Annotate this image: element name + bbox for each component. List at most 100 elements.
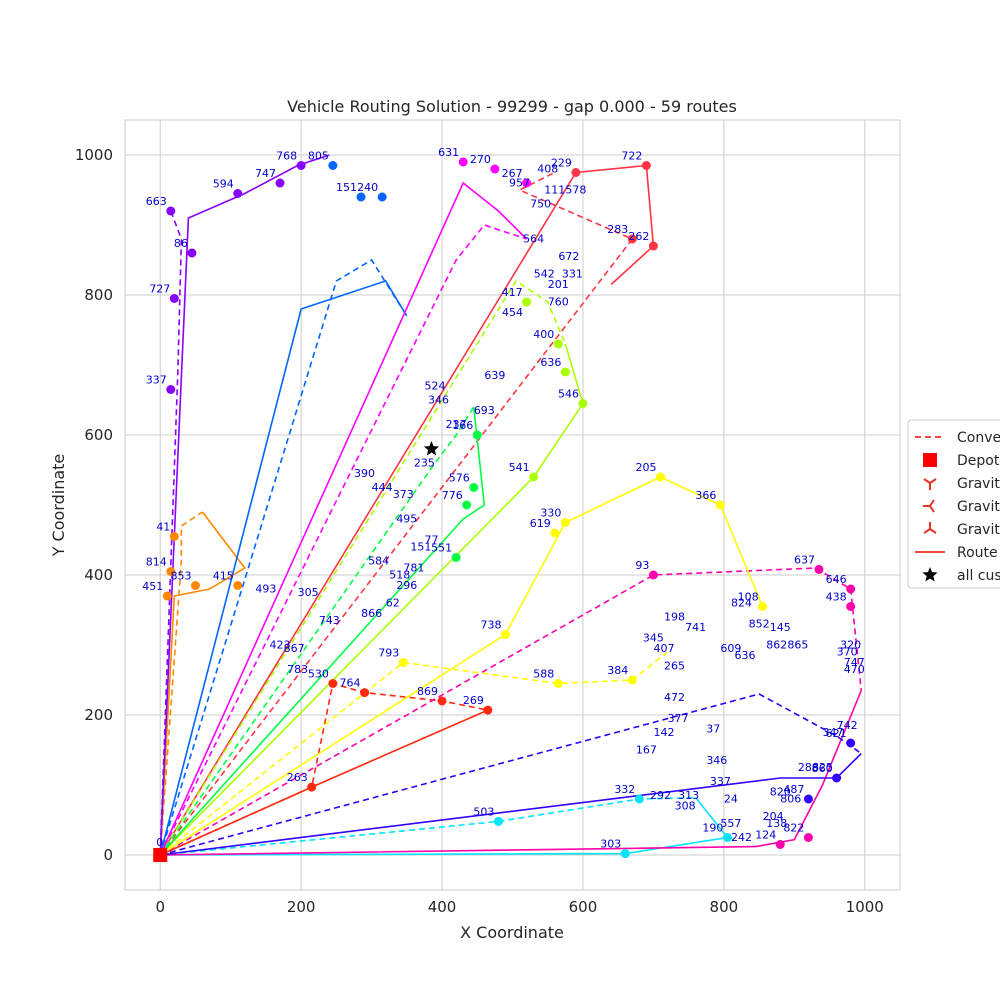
node-label: 305	[298, 586, 319, 599]
node-label: 576	[449, 472, 470, 485]
legend-label: Route	[957, 545, 998, 561]
chart-title: Vehicle Routing Solution - 99299 - gap 0…	[287, 97, 737, 116]
x-tick-label: 600	[569, 898, 598, 916]
customer-point	[758, 602, 768, 611]
node-label: 470	[844, 663, 865, 676]
customer-point	[550, 528, 560, 538]
node-label: 242	[731, 831, 752, 844]
node-label: 564	[523, 233, 544, 246]
node-label: 384	[607, 664, 628, 677]
node-label: 366	[695, 489, 716, 502]
node-label: 742	[837, 719, 858, 732]
node-label: 330	[540, 507, 561, 520]
customer-point	[169, 294, 179, 303]
legend-square-swatch	[923, 453, 937, 467]
customer-point	[169, 532, 179, 541]
legend-tri-swatch	[923, 522, 937, 534]
customer-point	[560, 367, 570, 377]
customer-point	[627, 675, 637, 685]
node-label: 62	[386, 597, 400, 610]
customer-point	[451, 553, 461, 562]
depot-marker	[153, 848, 168, 862]
customer-point	[522, 178, 532, 188]
node-label: 37	[706, 723, 720, 736]
node-label: 663	[146, 195, 167, 208]
y-tick-label: 400	[84, 566, 113, 584]
route-dashed-line	[159, 651, 668, 856]
node-label: 825	[812, 761, 833, 774]
node-label: 41	[156, 521, 170, 534]
node-label: 584	[368, 555, 389, 568]
node-label: 86	[174, 237, 188, 250]
tri-arm	[929, 528, 937, 534]
route-dashed-line	[159, 682, 488, 856]
node-label: 588	[533, 668, 554, 681]
node-label: 619	[530, 517, 551, 530]
y-tick-labels: 0 200 400 600 800 1000	[75, 146, 113, 864]
node-label: 408	[537, 163, 558, 176]
customer-point	[655, 472, 665, 482]
node-label: 308	[675, 800, 696, 813]
node-label: 727	[149, 283, 170, 296]
node-label: 747	[255, 167, 276, 180]
node-label: 373	[393, 488, 414, 501]
node-label: 783	[287, 663, 308, 676]
route-solid-line	[159, 280, 408, 856]
node-label: 493	[255, 583, 276, 596]
legend-star-swatch	[922, 567, 938, 582]
node-label: 400	[533, 328, 554, 341]
node-label: 867	[284, 642, 305, 655]
y-axis-label: Y Coordinate	[49, 454, 68, 558]
node-label: 472	[664, 691, 685, 704]
node-label: 267	[502, 167, 523, 180]
customer-point	[377, 192, 387, 202]
route-solid-line	[159, 476, 764, 856]
node-label: 438	[826, 591, 847, 604]
node-label: 377	[668, 712, 689, 725]
route-dashed-line	[159, 567, 863, 856]
customer-point	[187, 248, 197, 258]
node-label: 862	[766, 639, 787, 652]
node-label: 636	[735, 649, 756, 662]
node-label: 738	[480, 619, 501, 632]
y-tick-label: 200	[84, 706, 113, 724]
node-label: 541	[509, 461, 530, 474]
x-tick-labels: 0 200 400 600 800 1000	[155, 898, 883, 916]
tri-arm	[929, 499, 935, 507]
route-solid-line	[160, 690, 862, 856]
node-label: 722	[621, 150, 642, 163]
plot-area	[124, 119, 901, 891]
legend-label: Conve	[957, 430, 1000, 446]
node-label: 198	[664, 611, 685, 624]
customer-point	[803, 794, 813, 804]
node-label: 764	[340, 677, 361, 690]
node-label: 672	[558, 250, 579, 263]
legend: Conve Depot Gravit Gravit Gravit Route all cus	[907, 419, 1000, 589]
route-solid-line	[160, 752, 862, 856]
customer-point	[360, 688, 370, 698]
customer-point	[483, 705, 493, 715]
node-label: 530	[308, 668, 329, 681]
node-label: 750	[530, 198, 551, 211]
node-label: 292	[650, 789, 671, 802]
customer-point	[500, 630, 510, 639]
node-label: 237	[446, 418, 467, 431]
node-label: 639	[484, 369, 505, 382]
x-tick-label: 200	[287, 898, 316, 916]
node-label: 743	[319, 614, 340, 627]
route-dashed-line	[159, 511, 203, 856]
customer-points	[153, 157, 856, 862]
node-label: 303	[600, 838, 621, 851]
customer-point	[832, 773, 842, 783]
node-label: 551	[431, 542, 452, 555]
node-label: 693	[474, 404, 495, 417]
route-layer	[159, 154, 863, 856]
node-label: 444	[372, 481, 393, 494]
customer-point	[493, 816, 503, 826]
node-label: 609	[720, 642, 741, 655]
customer-point	[328, 161, 338, 170]
node-label: 557	[720, 817, 741, 830]
node-label: 646	[826, 573, 847, 586]
x-tick-label: 0	[155, 898, 165, 916]
